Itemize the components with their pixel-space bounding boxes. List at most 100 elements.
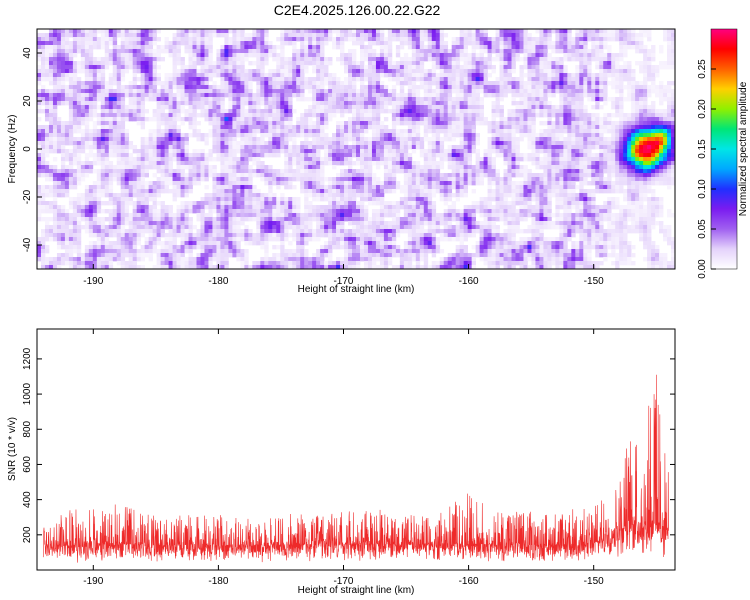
heatmap-cell (367, 113, 373, 118)
heatmap-cell (431, 113, 437, 118)
heatmap-cell (320, 41, 325, 46)
heatmap-cell (356, 133, 361, 138)
heatmap-cell (571, 89, 576, 94)
heatmap-cell (435, 53, 441, 58)
heatmap-cell (344, 125, 349, 130)
heatmap-cell (411, 61, 417, 66)
heatmap-cell (168, 109, 173, 114)
heatmap-cell (563, 109, 568, 114)
heatmap-cell (188, 69, 193, 74)
heatmap-cell (443, 121, 449, 126)
heatmap-cell (459, 129, 465, 134)
heatmap-cell (336, 33, 341, 38)
heatmap-cell (531, 145, 536, 150)
heatmap-cell (663, 113, 668, 118)
heatmap-cell (236, 169, 241, 174)
heatmap-cell (587, 117, 592, 122)
heatmap-cell (284, 165, 289, 170)
heatmap-cell (308, 61, 313, 66)
heatmap-cell (172, 65, 177, 70)
heatmap-cell (371, 49, 377, 54)
heatmap-cell (479, 109, 484, 114)
heatmap-cell (312, 69, 317, 74)
heatmap-cell (575, 141, 580, 146)
heatmap-cell (387, 137, 393, 142)
heatmap-cell (60, 37, 66, 42)
heatmap-cell (192, 161, 197, 166)
heatmap-cell (659, 157, 664, 162)
heatmap-cell (136, 97, 142, 102)
heatmap-cell (252, 169, 257, 174)
heatmap-cell (671, 117, 676, 122)
heatmap-cell (391, 69, 397, 74)
heatmap-cell (467, 57, 472, 62)
heatmap-cell (240, 141, 245, 146)
heatmap-cell (260, 49, 265, 54)
heatmap-cell (84, 33, 90, 38)
heatmap-cell (587, 37, 592, 42)
heatmap-cell (292, 109, 297, 114)
heatmap-cell (200, 73, 205, 78)
heatmap-cell (619, 157, 624, 162)
heatmap-cell (176, 77, 181, 82)
heatmap-cell (407, 81, 413, 86)
heatmap-cell (651, 117, 656, 122)
heatmap-cell (108, 113, 114, 118)
heatmap-cell (575, 69, 580, 74)
heatmap-cell (224, 161, 229, 166)
heatmap-cell (256, 117, 261, 122)
heatmap-cell (168, 121, 173, 126)
heatmap-cell (427, 29, 433, 34)
heatmap-cell (427, 121, 433, 126)
heatmap-cell (72, 49, 78, 54)
heatmap-cell (423, 117, 429, 122)
heatmap-cell (328, 153, 333, 158)
heatmap-cell (415, 37, 421, 42)
heatmap-cell (240, 105, 245, 110)
heatmap-cell (499, 81, 504, 86)
heatmap-cell (68, 117, 74, 122)
heatmap-cell (391, 65, 397, 70)
heatmap-cell (340, 153, 345, 158)
heatmap-cell (539, 73, 544, 78)
heatmap-cell (288, 157, 293, 162)
heatmap-cell (208, 109, 213, 114)
heatmap-cell (37, 157, 42, 162)
heatmap-cell (583, 165, 588, 170)
heatmap-cell (547, 85, 552, 90)
heatmap-cell (371, 161, 377, 166)
heatmap-cell (260, 101, 265, 106)
heatmap-cell (92, 37, 98, 42)
heatmap-cell (248, 37, 253, 42)
heatmap-cell (595, 45, 600, 50)
heatmap-cell (300, 161, 305, 166)
heatmap-cell (232, 33, 237, 38)
heatmap-cell (92, 73, 98, 78)
heatmap-cell (232, 29, 237, 34)
heatmap-cell (96, 65, 102, 70)
heatmap-cell (507, 141, 512, 146)
heatmap-cell (112, 97, 118, 102)
heatmap-cell (100, 165, 106, 170)
heatmap-cell (367, 157, 373, 162)
heatmap-cell (595, 113, 600, 118)
heatmap-cell (312, 65, 317, 70)
heatmap-cell (288, 125, 293, 130)
heatmap-cell (375, 125, 381, 130)
heatmap-cell (332, 161, 337, 166)
heatmap-cell (379, 45, 385, 50)
heatmap-cell (152, 57, 157, 62)
heatmap-cell (559, 161, 564, 166)
heatmap-cell (495, 37, 500, 42)
heatmap-cell (439, 149, 445, 154)
heatmap-cell (356, 125, 361, 130)
heatmap-cell (200, 41, 205, 46)
heatmap-cell (491, 113, 496, 118)
heatmap-cell (204, 85, 209, 90)
heatmap-cell (184, 33, 189, 38)
heatmap-cell (352, 81, 357, 86)
heatmap-cell (272, 145, 277, 150)
heatmap-cell (68, 77, 74, 82)
heatmap-cell (328, 29, 333, 34)
heatmap-cell (116, 101, 122, 106)
